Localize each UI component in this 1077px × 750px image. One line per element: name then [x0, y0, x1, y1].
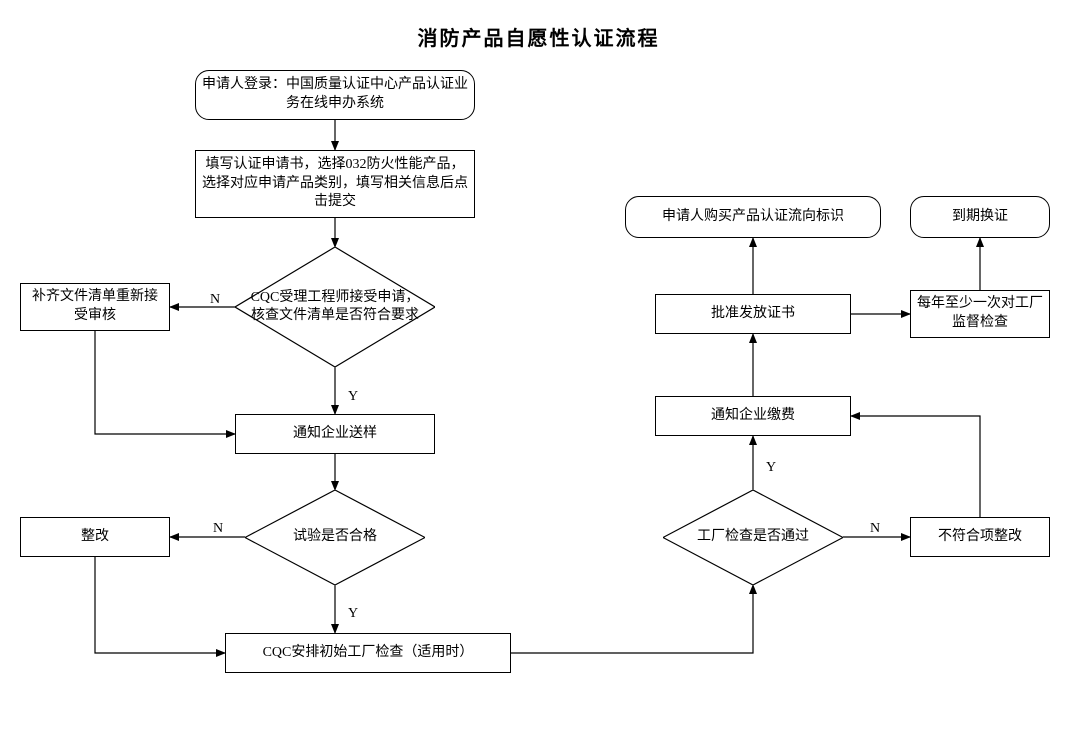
- edge-label-factory_pass-notify_fee: Y: [766, 460, 776, 476]
- edge-nonconform_rectify-notify_fee: [851, 416, 980, 517]
- node-issue_cert: 批准发放证书: [655, 294, 851, 334]
- flowchart-canvas: 消防产品自愿性认证流程 申请人登录：中国质量认证中心产品认证业务在线申办系统填写…: [0, 0, 1077, 750]
- node-renew: 到期换证: [910, 196, 1050, 238]
- node-test_pass: 试验是否合格: [245, 490, 425, 585]
- edge-rectify1-factory_check: [95, 557, 225, 653]
- node-fill_form: 填写认证申请书，选择032防火性能产品，选择对应申请产品类别，填写相关信息后点击…: [195, 150, 475, 218]
- node-resubmit: 补齐文件清单重新接受审核: [20, 283, 170, 331]
- node-login: 申请人登录：中国质量认证中心产品认证业务在线申办系统: [195, 70, 475, 120]
- edge-label-test_pass-factory_check: Y: [348, 606, 358, 622]
- edge-label-cqc_accept-notify_sample: Y: [348, 389, 358, 405]
- edge-resubmit-notify_sample: [95, 331, 235, 434]
- node-rectify1: 整改: [20, 517, 170, 557]
- node-cqc_accept-label: CQC受理工程师接受申请，核查文件清单是否符合要求: [241, 289, 429, 325]
- node-notify_fee: 通知企业缴费: [655, 396, 851, 436]
- node-test_pass-label: 试验是否合格: [287, 528, 383, 546]
- node-annual_check: 每年至少一次对工厂监督检查: [910, 290, 1050, 338]
- node-nonconform_rectify: 不符合项整改: [910, 517, 1050, 557]
- edge-factory_check-factory_pass: [511, 585, 753, 653]
- node-notify_sample: 通知企业送样: [235, 414, 435, 454]
- page-title: 消防产品自愿性认证流程: [0, 22, 1077, 51]
- node-factory_check: CQC安排初始工厂检查（适用时）: [225, 633, 511, 673]
- node-factory_pass: 工厂检查是否通过: [663, 490, 843, 585]
- edge-label-test_pass-rectify1: N: [213, 521, 223, 537]
- node-buy_label: 申请人购买产品认证流向标识: [625, 196, 881, 238]
- node-factory_pass-label: 工厂检查是否通过: [691, 528, 815, 546]
- node-cqc_accept: CQC受理工程师接受申请，核查文件清单是否符合要求: [235, 247, 435, 367]
- edge-label-factory_pass-nonconform_rectify: N: [870, 521, 880, 537]
- edge-label-cqc_accept-resubmit: N: [210, 292, 220, 308]
- edges-layer: [0, 0, 1077, 750]
